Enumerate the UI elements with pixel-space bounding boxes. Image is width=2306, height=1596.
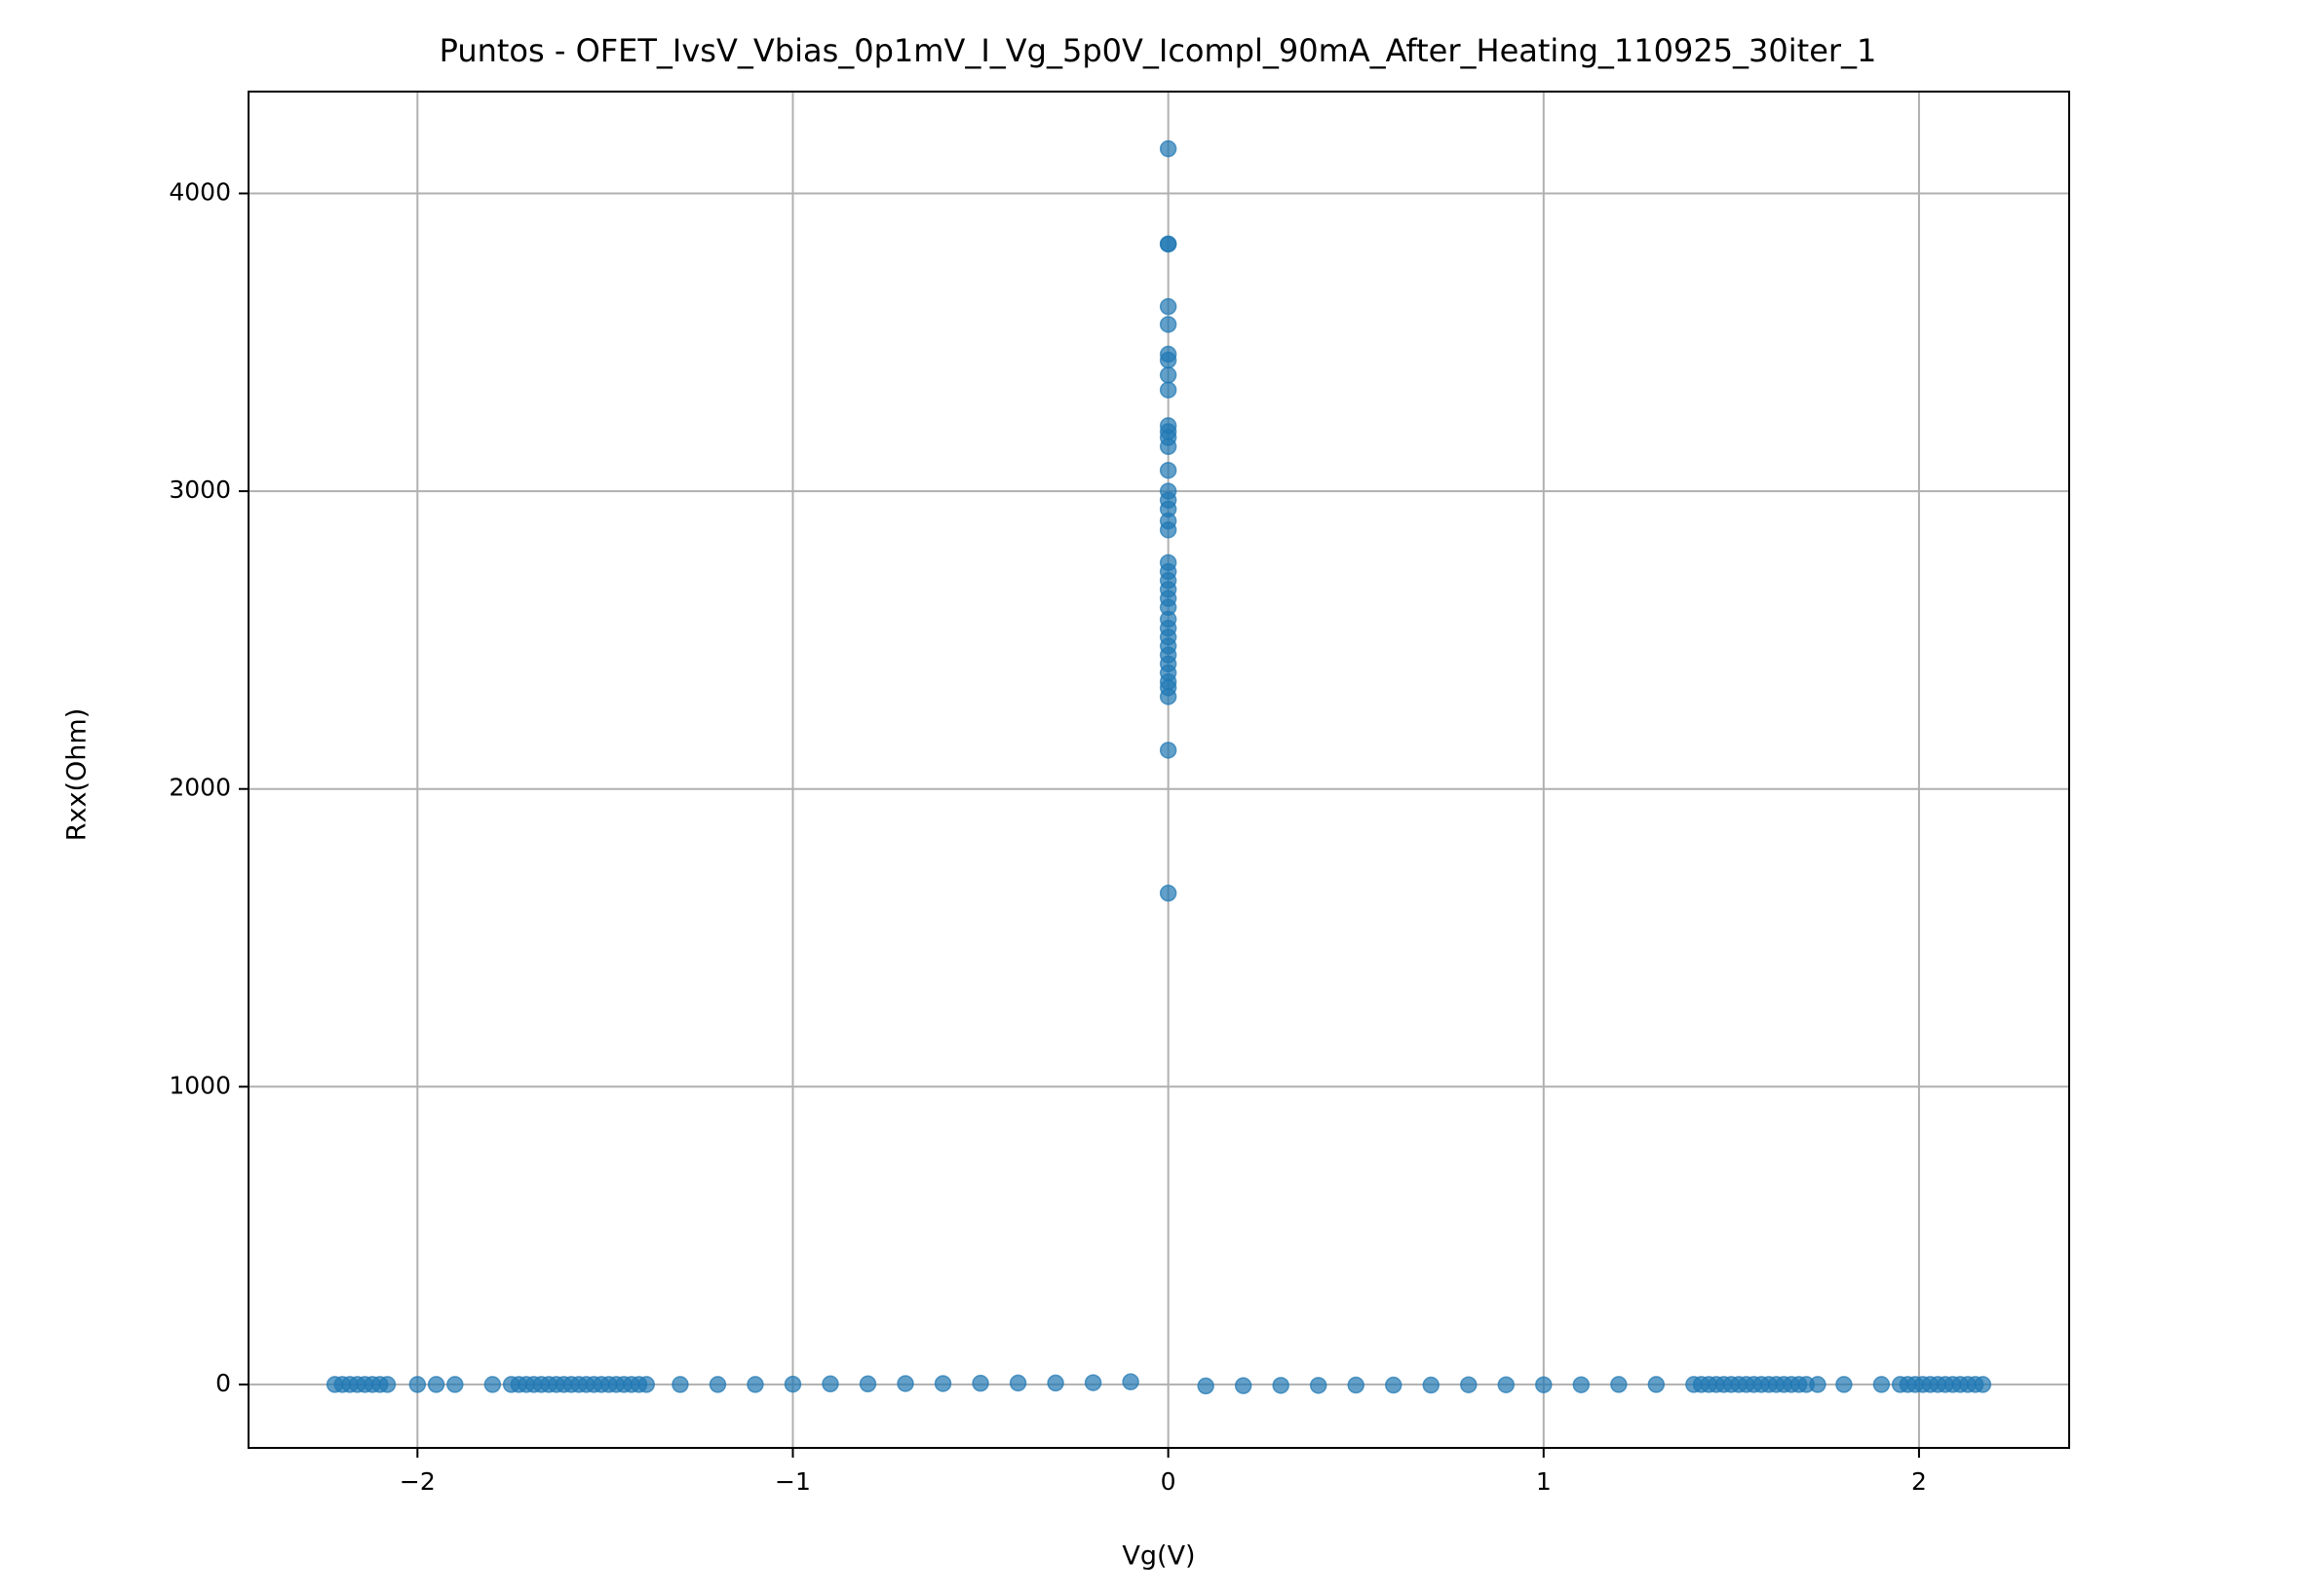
x-axis-label: Vg(V) <box>1122 1541 1195 1572</box>
scatter-point <box>1347 1376 1364 1394</box>
scatter-point <box>1159 235 1177 253</box>
scatter-point <box>1159 741 1177 759</box>
scatter-point <box>637 1376 656 1393</box>
x-tick-label: 1 <box>1536 1467 1552 1496</box>
scatter-point <box>1197 1377 1214 1395</box>
scatter-point <box>672 1376 689 1393</box>
scatter-point <box>408 1376 427 1393</box>
scatter-point <box>1809 1376 1826 1393</box>
x-tick-label: −2 <box>400 1467 436 1496</box>
x-tick-label: −1 <box>775 1467 811 1496</box>
scatter-point <box>1159 884 1177 902</box>
scatter-point <box>1122 1373 1139 1390</box>
scatter-point <box>378 1376 397 1393</box>
y-tick-label: 1000 <box>169 1071 231 1099</box>
scatter-point <box>1159 521 1177 539</box>
scatter-point <box>1159 437 1177 456</box>
scatter-point <box>1535 1376 1553 1393</box>
x-tick-label: 2 <box>1911 1467 1927 1496</box>
scatter-point <box>1159 461 1177 479</box>
scatter-point <box>1497 1376 1516 1393</box>
scatter-point <box>784 1375 802 1393</box>
scatter-point <box>483 1376 502 1393</box>
scatter-point <box>1159 297 1177 316</box>
scatter-point <box>446 1376 464 1393</box>
scatter-point <box>1835 1376 1853 1393</box>
scatter-point <box>822 1375 839 1393</box>
scatter-point <box>1384 1376 1403 1394</box>
scatter-point <box>1159 381 1177 399</box>
scatter-point <box>1159 316 1177 333</box>
y-tick-label: 0 <box>215 1369 231 1397</box>
scatter-point <box>934 1375 952 1392</box>
scatter-point <box>1872 1376 1891 1393</box>
scatter-point <box>747 1376 764 1393</box>
y-tick-label: 4000 <box>169 178 231 207</box>
scatter-point <box>897 1375 914 1392</box>
scatter-point <box>1610 1376 1628 1393</box>
chart-title: Puntos - OFET_IvsV_Vbias_0p1mV_I_Vg_5p0V… <box>440 32 1877 69</box>
scatter-point <box>1422 1376 1440 1394</box>
scatter-point <box>1234 1377 1252 1394</box>
scatter-point <box>427 1376 445 1393</box>
scatter-point <box>709 1376 727 1393</box>
scatter-point <box>1272 1377 1289 1394</box>
scatter-point <box>1572 1376 1591 1393</box>
scatter-point <box>1974 1376 1992 1393</box>
x-tick-label: 0 <box>1161 1467 1176 1496</box>
scatter-point <box>972 1374 989 1392</box>
y-axis-label: Rxx(Ohm) <box>62 708 93 841</box>
scatter-point <box>1009 1374 1027 1392</box>
scatter-point <box>1159 688 1177 705</box>
scatter-point <box>1084 1374 1102 1391</box>
scatter-point <box>1047 1374 1064 1392</box>
scatter-point <box>859 1375 877 1393</box>
scatter-point <box>1460 1376 1478 1393</box>
scatter-point <box>1309 1377 1327 1394</box>
scatter-point <box>1647 1376 1666 1393</box>
plot-frame <box>248 91 2070 1449</box>
scatter-point <box>1159 366 1177 384</box>
scatter-point <box>1159 351 1177 369</box>
scatter-point <box>1159 139 1177 158</box>
y-tick-label: 3000 <box>169 475 231 504</box>
y-tick-label: 2000 <box>169 774 231 802</box>
